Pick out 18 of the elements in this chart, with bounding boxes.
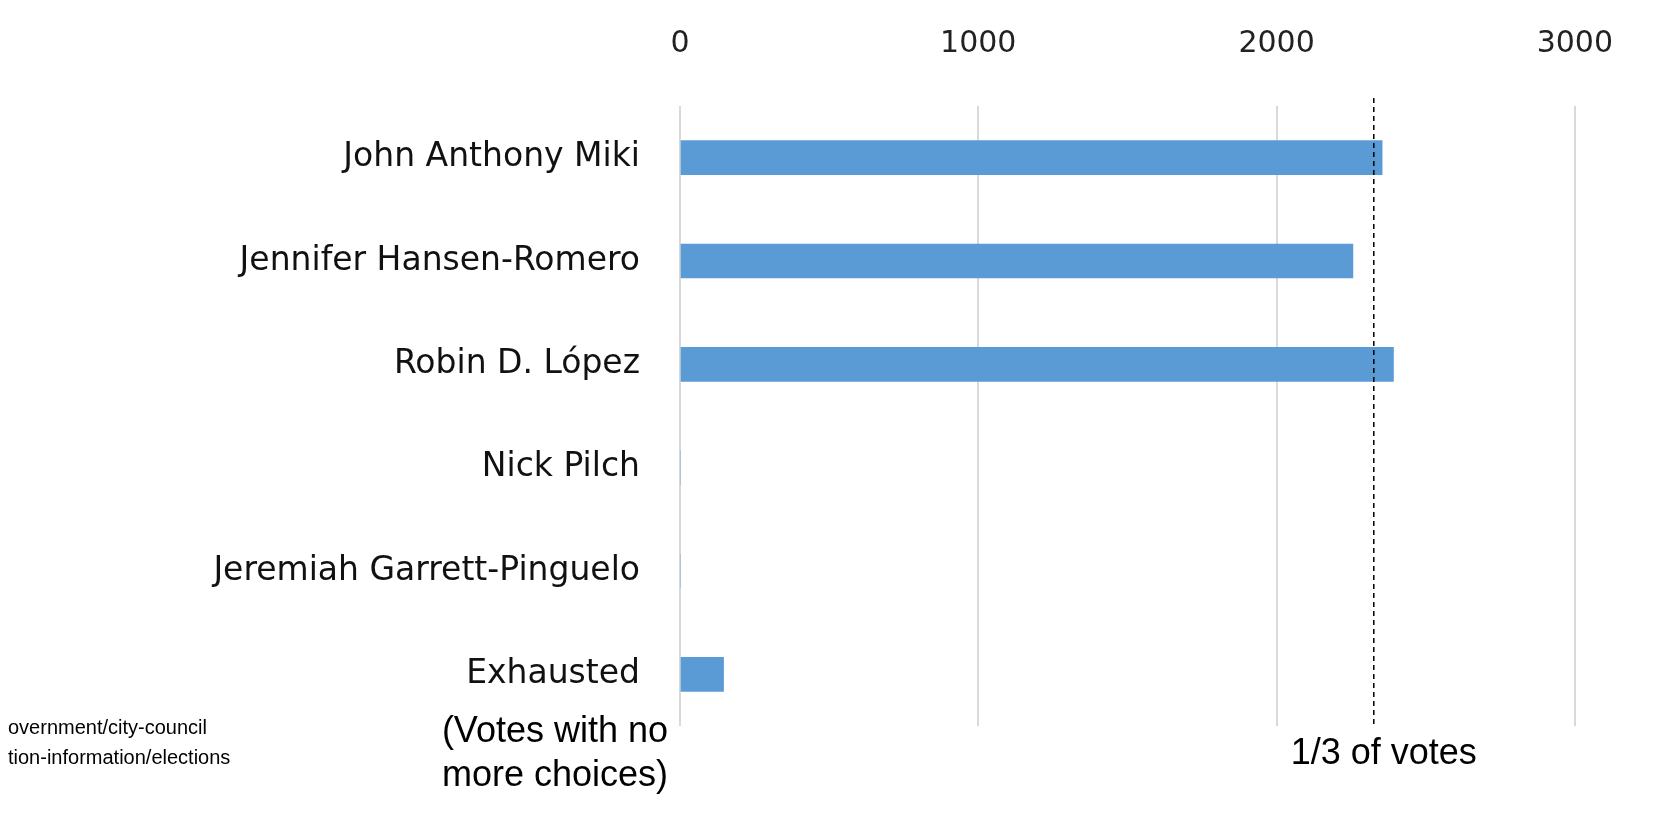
bar — [680, 243, 1354, 279]
ref-line-label: 1/3 of votes — [1290, 730, 1477, 772]
text: overnment/city-council — [8, 715, 207, 738]
text: tion-information/elections — [8, 745, 231, 768]
y-tick-label: Robin D. López — [393, 341, 640, 381]
y-tick-label: Exhausted — [466, 651, 640, 691]
bar — [680, 657, 724, 692]
x-tick-label: 1000 — [940, 23, 1017, 59]
y-tick-label: Nick Pilch — [481, 445, 640, 485]
x-tick-label: 2000 — [1238, 23, 1315, 59]
y-tick-label: Jeremiah Garrett-Pinguelo — [211, 548, 640, 588]
y-tick-label: Jennifer Hansen-Romero — [237, 238, 640, 278]
text: (Votes with no more choices) — [441, 708, 668, 794]
x-tick-label: 0 — [670, 23, 690, 59]
x-tick-label: 3000 — [1536, 23, 1614, 59]
bar — [680, 140, 1383, 175]
y-tick-label: John Anthony Miki — [341, 135, 640, 175]
bar — [680, 347, 1394, 382]
